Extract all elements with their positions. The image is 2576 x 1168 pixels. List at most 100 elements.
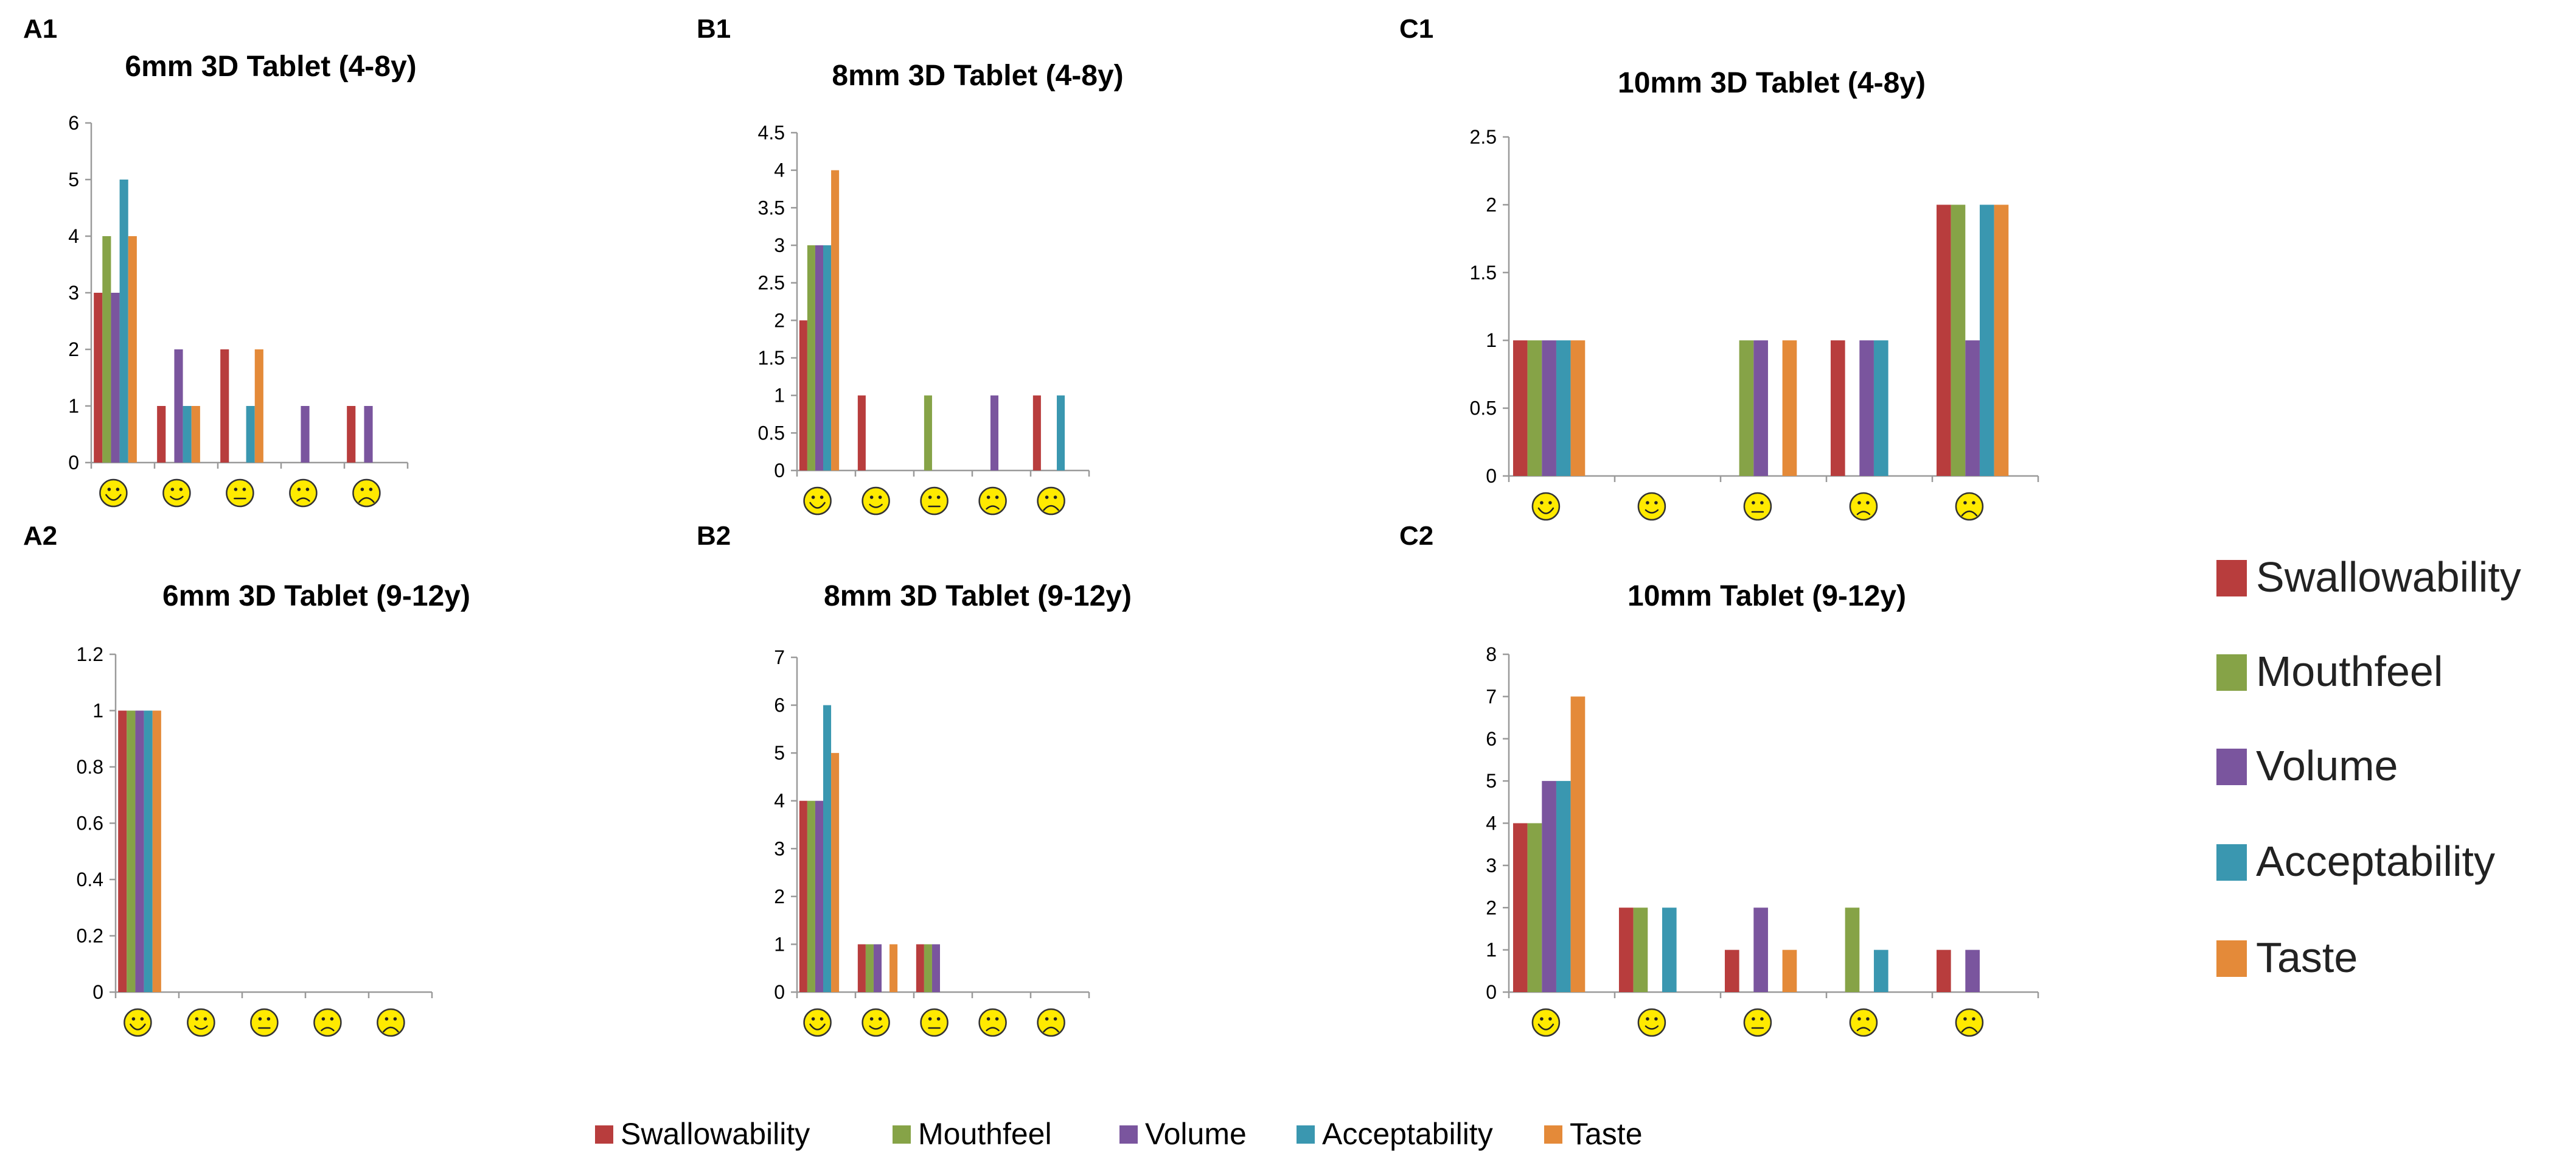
face-eye [1045,495,1049,499]
bar-acceptability [1662,907,1677,992]
neutral-face-icon [920,486,949,516]
legend-label: Volume [1145,1117,1247,1151]
bar-swallowability [1936,949,1951,992]
bar-swallowability [1032,395,1041,470]
face-circle [978,1008,1007,1037]
face-eye [1548,501,1552,505]
chart-title: 10mm Tablet (9-12y) [1627,580,1906,612]
bar-acceptability [823,245,832,470]
face-mouth [1961,510,1978,517]
neutral-face-icon [1743,492,1772,521]
bar-taste [1782,949,1797,992]
bar-volume [1542,781,1556,992]
face-mouth [1043,505,1059,511]
face-mouth [986,505,1000,510]
very-happy-face-icon [803,486,832,516]
face-eye [116,488,120,491]
panel-label: B2 [697,521,731,551]
happy-face-icon [1637,492,1666,521]
face-circle [162,478,191,508]
y-tick-label: 0 [1486,981,1497,1003]
very-happy-face-icon [803,1008,832,1037]
bar-mouthfeel [1845,907,1860,992]
bar-taste [254,349,263,463]
bar-mouthfeel [127,710,136,992]
y-tick-label: 7 [774,646,785,668]
sad-face-icon [978,486,1007,516]
face-circle [920,486,949,516]
face-eye [266,1017,271,1021]
chart-b2: B2 8mm 3D Tablet (9-12y) 0 1 2 3 4 5 6 7 [697,521,1132,1037]
face-circle [862,486,890,516]
face-circle [1637,492,1666,521]
side-legend-swatch-mouthfeel [2216,654,2247,691]
y-tick-label: 4 [774,790,785,812]
y-tick-label: 3 [774,838,785,859]
bar-mouthfeel [102,236,111,463]
bar-volume [990,395,999,470]
bar-acceptability [183,406,192,463]
bar-swallowability [1618,907,1634,992]
face-eye [928,1017,932,1021]
face-eye [878,495,882,499]
side-legend-swatch-volume [2216,749,2247,785]
bar-taste [1994,205,2009,476]
bar-acceptability [1979,205,1994,476]
y-tick-label: 0 [92,981,103,1003]
bar-taste [128,236,137,463]
bar-mouthfeel [1527,340,1542,476]
face-eye [1857,1017,1861,1021]
face-mouth [105,494,122,501]
face-mouth [1537,507,1554,514]
y-tick-label: 0.8 [77,756,103,778]
face-eye [330,1017,334,1021]
sad-face-icon [1849,1008,1878,1037]
bar-volume [111,293,120,463]
face-circle [1037,486,1065,516]
face-eye [936,495,941,499]
face-circle [920,1008,949,1037]
bar-swallowability [94,293,103,463]
y-tick-label: 0.2 [77,925,103,947]
bar-acceptability [1057,395,1065,470]
face-eye [1045,1017,1049,1021]
face-mouth [1537,1023,1554,1030]
side-legend-swatch-swallowability [2216,560,2247,596]
face-eye [1963,1017,1967,1021]
face-mouth [383,1026,399,1033]
y-tick-label: 0.4 [77,869,103,890]
face-eye [928,495,932,499]
panel-label: B1 [697,14,731,44]
face-eye [1053,495,1057,499]
face-circle [1743,492,1772,521]
face-eye [936,1017,941,1021]
face-circle [1849,492,1878,521]
sad-face-icon [978,1008,1007,1037]
face-eye [369,488,373,491]
face-eye [1540,501,1544,505]
legend-swatch-taste [1544,1125,1562,1144]
y-tick-label: 1.5 [758,347,785,369]
face-circle [1849,1008,1878,1037]
bar-volume [1965,340,1980,476]
face-eye [1857,501,1861,505]
face-eye [258,1017,262,1021]
bar-swallowability [1513,823,1528,992]
face-eye [1646,501,1649,505]
bar-swallowability [1936,205,1951,476]
face-circle [377,1008,405,1037]
face-circle [1955,492,1984,521]
face-eye [1760,1017,1764,1021]
face-eye [297,488,301,491]
y-tick-label: 3 [68,282,79,304]
face-eye [1540,1017,1544,1021]
chart-title: 8mm 3D Tablet (4-8y) [832,60,1123,92]
legend-label: Taste [1570,1117,1643,1151]
very-happy-face-icon [1531,492,1561,521]
face-circle [1743,1008,1772,1037]
face-eye [869,1017,874,1021]
bar-acceptability [1873,340,1888,476]
side-legend: Swallowability Mouthfeel Volume Acceptabili… [2216,553,2521,981]
very-happy-face-icon [99,478,128,508]
